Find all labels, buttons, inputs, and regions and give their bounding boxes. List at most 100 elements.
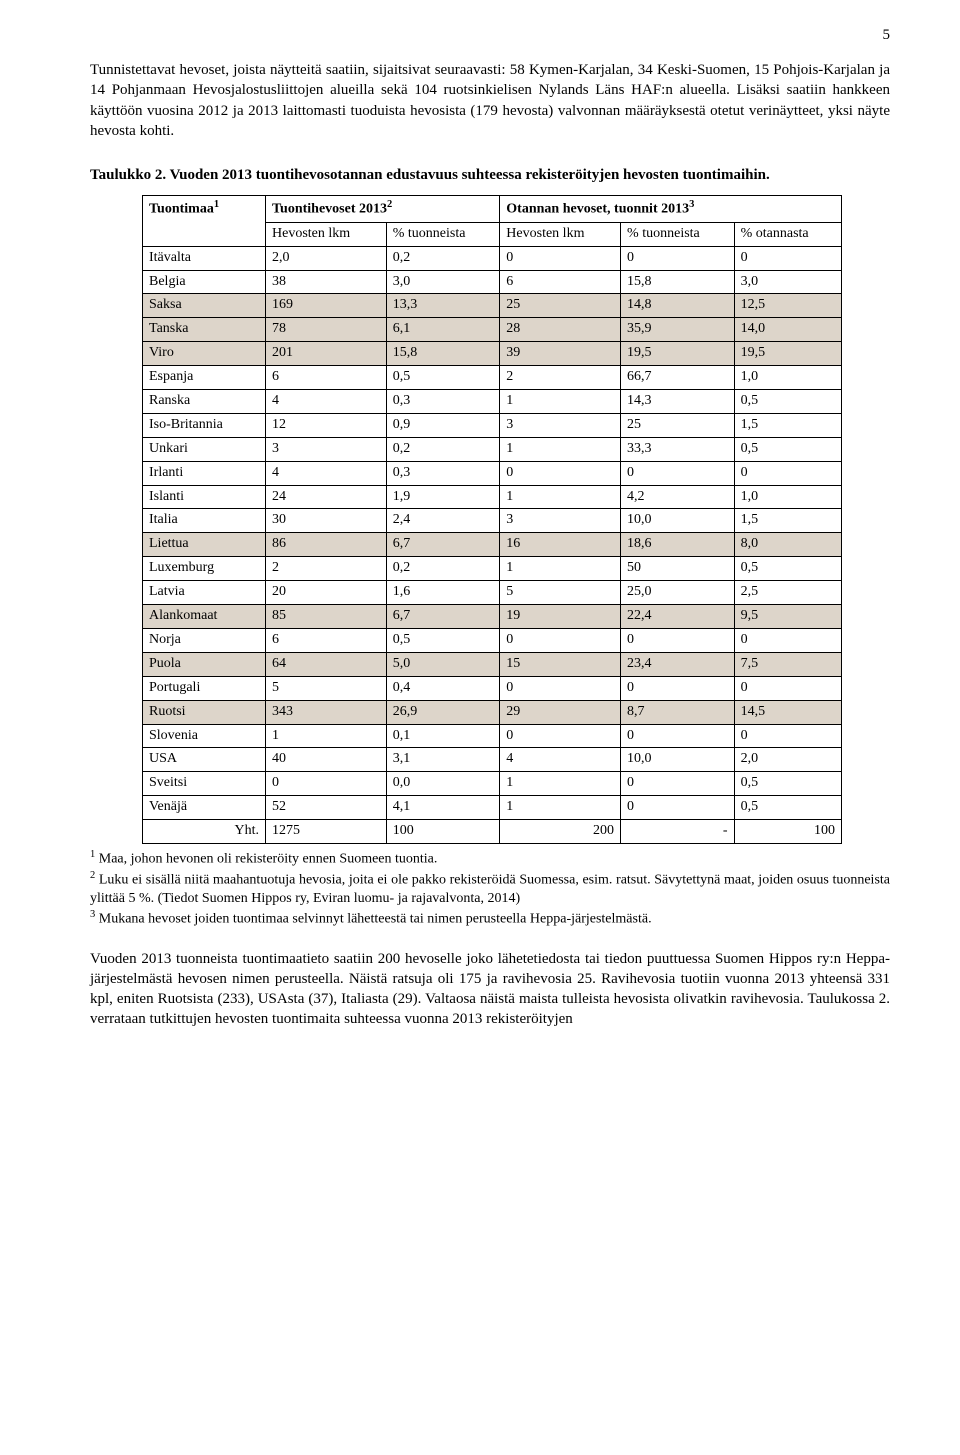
value-cell: 8,0 [734,533,841,557]
value-cell: 6,1 [386,318,500,342]
country-cell: Itävalta [143,246,266,270]
table-row: Saksa16913,32514,812,5 [143,294,842,318]
table-caption: Taulukko 2. Vuoden 2013 tuontihevosotann… [90,165,890,185]
value-cell: 0,9 [386,413,500,437]
value-cell: 23,4 [621,652,735,676]
value-cell: 29 [500,700,621,724]
total-value: 100 [734,820,841,844]
value-cell: 1 [500,772,621,796]
value-cell: 7,5 [734,652,841,676]
value-cell: 1,5 [734,413,841,437]
table-body: Itävalta2,00,2000Belgia383,0615,83,0Saks… [143,246,842,843]
value-cell: 0 [621,796,735,820]
value-cell: 15,8 [386,342,500,366]
table-row: Norja60,5000 [143,628,842,652]
value-cell: 6,7 [386,605,500,629]
table-row: Belgia383,0615,83,0 [143,270,842,294]
country-cell: Alankomaat [143,605,266,629]
value-cell: 3 [500,413,621,437]
value-cell: 0 [621,772,735,796]
value-cell: 0,0 [386,772,500,796]
value-cell: 19,5 [734,342,841,366]
value-cell: 10,0 [621,509,735,533]
value-cell: 1,5 [734,509,841,533]
value-cell: 1,0 [734,366,841,390]
total-value: - [621,820,735,844]
sub-header: Hevosten lkm [500,222,621,246]
value-cell: 8,7 [621,700,735,724]
value-cell: 3,1 [386,748,500,772]
value-cell: 30 [266,509,387,533]
value-cell: 19,5 [621,342,735,366]
value-cell: 1,6 [386,581,500,605]
value-cell: 3,0 [386,270,500,294]
country-cell: Belgia [143,270,266,294]
value-cell: 14,8 [621,294,735,318]
value-cell: 6 [500,270,621,294]
total-label: Yht. [143,820,266,844]
value-cell: 6 [266,366,387,390]
country-cell: Venäjä [143,796,266,820]
header-sup: 1 [214,199,219,210]
total-value: 1275 [266,820,387,844]
value-cell: 3,0 [734,270,841,294]
value-cell: 5 [266,676,387,700]
value-cell: 15,8 [621,270,735,294]
value-cell: 3 [266,437,387,461]
footnote-text: Luku ei sisällä niitä maahantuotuja hevo… [90,872,890,905]
header-text: Tuontimaa [149,202,214,217]
value-cell: 0 [266,772,387,796]
value-cell: 39 [500,342,621,366]
value-cell: 343 [266,700,387,724]
value-cell: 25,0 [621,581,735,605]
sub-header: % tuonneista [621,222,735,246]
total-value: 100 [386,820,500,844]
value-cell: 78 [266,318,387,342]
value-cell: 6 [266,628,387,652]
value-cell: 4 [266,390,387,414]
country-cell: Unkari [143,437,266,461]
value-cell: 0,2 [386,557,500,581]
value-cell: 5,0 [386,652,500,676]
value-cell: 20 [266,581,387,605]
header-text: Otannan hevoset, tuonnit 2013 [506,202,689,217]
value-cell: 0 [500,246,621,270]
header-text: Tuontihevoset 2013 [272,202,387,217]
value-cell: 26,9 [386,700,500,724]
country-cell: Italia [143,509,266,533]
value-cell: 0 [734,724,841,748]
country-cell: Tanska [143,318,266,342]
value-cell: 86 [266,533,387,557]
value-cell: 28 [500,318,621,342]
country-cell: Saksa [143,294,266,318]
country-cell: Latvia [143,581,266,605]
country-cell: Liettua [143,533,266,557]
value-cell: 50 [621,557,735,581]
value-cell: 169 [266,294,387,318]
sub-header: % tuonneista [386,222,500,246]
value-cell: 22,4 [621,605,735,629]
value-cell: 85 [266,605,387,629]
table-row: Ranska40,3114,30,5 [143,390,842,414]
country-cell: Norja [143,628,266,652]
value-cell: 0 [621,676,735,700]
country-cell: Espanja [143,366,266,390]
value-cell: 1 [500,390,621,414]
value-cell: 4 [500,748,621,772]
value-cell: 2,0 [266,246,387,270]
value-cell: 0 [734,628,841,652]
value-cell: 9,5 [734,605,841,629]
paragraph-closing: Vuoden 2013 tuonneista tuontimaatieto sa… [90,949,890,1030]
value-cell: 0,5 [734,772,841,796]
country-cell: Ranska [143,390,266,414]
value-cell: 35,9 [621,318,735,342]
value-cell: 6,7 [386,533,500,557]
sub-header: % otannasta [734,222,841,246]
footnote-text: Maa, johon hevonen oli rekisteröity enne… [95,852,437,867]
table-row: USA403,1410,02,0 [143,748,842,772]
footnote-text: Mukana hevoset joiden tuontimaa selvinny… [95,911,651,926]
country-cell: Luxemburg [143,557,266,581]
table-row: Slovenia10,1000 [143,724,842,748]
value-cell: 13,3 [386,294,500,318]
value-cell: 66,7 [621,366,735,390]
